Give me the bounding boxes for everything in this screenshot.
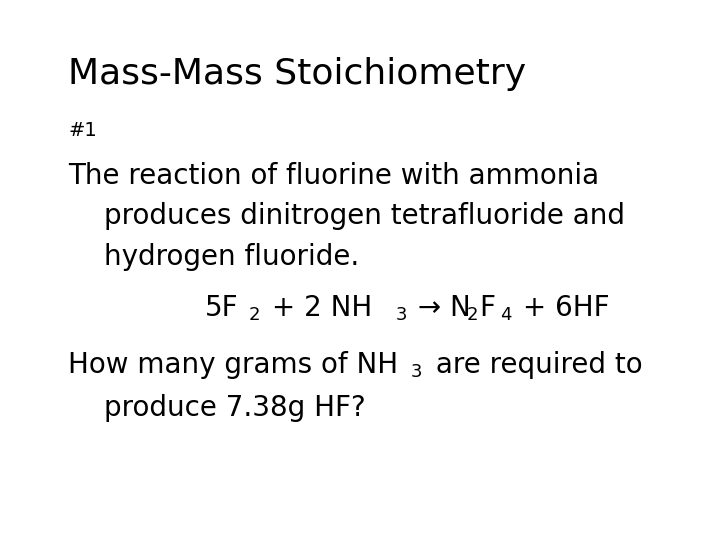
Text: + 2 NH: + 2 NH bbox=[263, 294, 372, 322]
Text: → N: → N bbox=[409, 294, 471, 322]
Text: How many grams of NH: How many grams of NH bbox=[68, 351, 399, 379]
Text: 5F: 5F bbox=[205, 294, 239, 322]
Text: 2: 2 bbox=[467, 306, 478, 324]
Text: 4: 4 bbox=[500, 306, 512, 324]
Text: F: F bbox=[480, 294, 495, 322]
Text: produce 7.38g HF?: produce 7.38g HF? bbox=[104, 394, 366, 422]
Text: produces dinitrogen tetrafluoride and: produces dinitrogen tetrafluoride and bbox=[104, 202, 626, 231]
Text: Mass-Mass Stoichiometry: Mass-Mass Stoichiometry bbox=[68, 57, 526, 91]
Text: 3: 3 bbox=[396, 306, 408, 324]
Text: The reaction of fluorine with ammonia: The reaction of fluorine with ammonia bbox=[68, 162, 600, 190]
Text: + 6HF: + 6HF bbox=[514, 294, 610, 322]
Text: 3: 3 bbox=[410, 363, 422, 381]
Text: hydrogen fluoride.: hydrogen fluoride. bbox=[104, 243, 360, 271]
Text: are required to: are required to bbox=[427, 351, 642, 379]
Text: 2: 2 bbox=[248, 306, 260, 324]
Text: #1: #1 bbox=[68, 122, 97, 140]
